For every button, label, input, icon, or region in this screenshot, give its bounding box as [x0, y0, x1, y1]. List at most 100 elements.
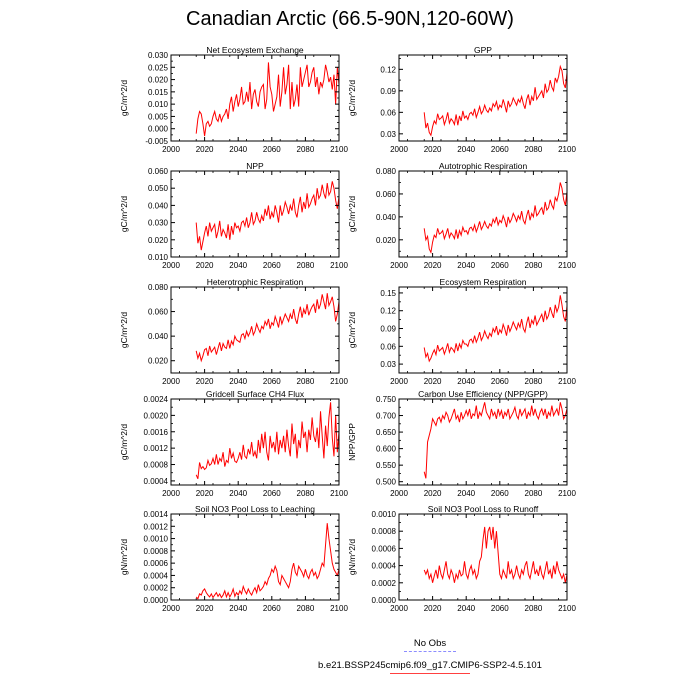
series-line: [195, 181, 340, 251]
chart-panel-8: Carbon Use Efficiency (NPP/GPP) 2000 2020 2…: [347, 389, 576, 498]
x-tick-label: 2060: [263, 261, 281, 270]
y-tick-label: 0.010: [148, 253, 169, 262]
y-tick-label: 0.09: [380, 325, 396, 334]
x-tick-label: 2040: [229, 145, 247, 154]
y-tick-label: 0.020: [148, 76, 169, 85]
y-tick-label: 0.040: [148, 201, 169, 210]
x-tick-label: 2000: [162, 489, 180, 498]
legend-obs-label: No Obs: [413, 638, 447, 649]
y-tick-label: 0.0004: [372, 562, 397, 571]
x-tick-label: 2060: [263, 604, 281, 613]
chart-panel-3: NPP 2000 2020 2040 2060 2080 2100 0.010 0.020 0.0…: [119, 161, 348, 270]
x-tick-label: 2080: [525, 489, 543, 498]
x-tick-label: 2060: [491, 145, 509, 154]
y-tick-label: 0.0004: [144, 477, 169, 486]
x-tick-label: 2040: [229, 489, 247, 498]
y-tick-label: 0.15: [380, 289, 396, 298]
y-axis-label: gN/m^2/d: [119, 539, 129, 575]
y-tick-label: 0.0006: [144, 559, 169, 568]
x-tick-label: 2100: [558, 489, 576, 498]
chart-panel-1: Net Ecosystem Exchange 2000 2020 2040 2060 20…: [119, 45, 348, 154]
y-tick-label: 0.0012: [144, 444, 169, 453]
x-tick-label: 2040: [457, 145, 475, 154]
x-tick-label: 2080: [297, 145, 315, 154]
y-axis-label: gN/m^2/d: [347, 539, 357, 575]
y-tick-label: 0.550: [376, 461, 397, 470]
chart-panel-2: GPP 2000 2020 2040 2060 2080 2100 0.03 0.06 0.09 0…: [347, 45, 576, 154]
y-tick-label: 0.0006: [372, 544, 397, 553]
x-tick-label: 2020: [196, 489, 214, 498]
y-tick-label: 0.060: [148, 167, 169, 176]
panel-title: GPP: [474, 45, 492, 55]
x-tick-label: 2020: [196, 604, 214, 613]
panel-title: Gridcell Surface CH4 Flux: [206, 389, 305, 399]
x-tick-label: 2040: [457, 604, 475, 613]
y-tick-label: 0.0008: [372, 527, 397, 536]
y-tick-label: 0.0000: [372, 596, 397, 605]
x-tick-label: 2060: [491, 261, 509, 270]
x-tick-label: 2000: [162, 377, 180, 386]
x-tick-label: 2060: [263, 377, 281, 386]
panel-title: Soil NO3 Pool Loss to Leaching: [195, 504, 315, 514]
x-tick-label: 2100: [330, 261, 348, 270]
plot-frame: [170, 170, 340, 258]
x-tick-label: 2020: [424, 145, 442, 154]
x-tick-label: 2080: [297, 604, 315, 613]
y-tick-label: 0.0008: [144, 461, 169, 470]
y-tick-label: 0.0004: [144, 571, 169, 580]
x-tick-label: 2040: [229, 377, 247, 386]
x-tick-label: 2020: [424, 377, 442, 386]
y-tick-label: 0.015: [148, 88, 169, 97]
y-tick-label: 0.06: [380, 108, 396, 117]
x-tick-label: 2060: [263, 145, 281, 154]
x-tick-label: 2020: [196, 261, 214, 270]
x-tick-label: 2060: [491, 489, 509, 498]
y-tick-label: -0.005: [145, 137, 168, 146]
y-tick-label: 0.025: [148, 63, 169, 72]
y-tick-label: 0.010: [148, 100, 169, 109]
chart-panel-5: Heterotrophic Respiration 2000 2020 2040 206…: [119, 277, 348, 386]
x-tick-label: 2040: [229, 604, 247, 613]
series-line: [423, 402, 568, 479]
x-tick-label: 2100: [330, 604, 348, 613]
x-tick-label: 2080: [297, 489, 315, 498]
panel-title: Autotrophic Respiration: [439, 161, 528, 171]
chart-panel-4: Autotrophic Respiration 2000 2020 2040 2060 2…: [347, 161, 576, 270]
y-tick-label: 0.650: [376, 428, 397, 437]
x-tick-label: 2000: [162, 261, 180, 270]
y-tick-label: 0.600: [376, 445, 397, 454]
y-tick-label: 0.005: [148, 112, 169, 121]
plot-frame: [398, 286, 568, 374]
x-tick-label: 2020: [424, 604, 442, 613]
y-tick-label: 0.0010: [372, 510, 397, 519]
y-tick-label: 0.030: [148, 219, 169, 228]
legend: No Obs b.e21.BSSP245cmip6.f09_g17.CMIP6-…: [300, 638, 560, 674]
x-tick-label: 2000: [390, 604, 408, 613]
y-tick-label: 0.09: [380, 87, 396, 96]
panel-title: Carbon Use Efficiency (NPP/GPP): [418, 389, 548, 399]
x-tick-label: 2020: [196, 145, 214, 154]
x-tick-label: 2040: [457, 489, 475, 498]
series-line: [423, 182, 568, 255]
y-tick-label: 0.06: [380, 342, 396, 351]
y-axis-label: gC/m^2/d: [347, 80, 357, 116]
plot-frame: [398, 513, 568, 601]
y-tick-label: 0.020: [148, 236, 169, 245]
y-tick-label: 0.03: [380, 130, 396, 139]
y-tick-label: 0.0002: [144, 584, 169, 593]
x-tick-label: 2100: [330, 489, 348, 498]
x-tick-label: 2080: [525, 377, 543, 386]
legend-obs-line: [404, 651, 456, 652]
y-tick-label: 0.000: [148, 125, 169, 134]
x-tick-label: 2060: [491, 377, 509, 386]
x-tick-label: 2100: [330, 145, 348, 154]
x-tick-label: 2080: [297, 261, 315, 270]
series-line: [195, 523, 340, 600]
x-tick-label: 2060: [263, 489, 281, 498]
x-tick-label: 2100: [558, 261, 576, 270]
x-tick-label: 2000: [390, 377, 408, 386]
y-tick-label: 0.080: [148, 283, 169, 292]
plot-frame: [398, 54, 568, 142]
plot-frame: [398, 398, 568, 486]
y-tick-label: 0.020: [376, 236, 397, 245]
